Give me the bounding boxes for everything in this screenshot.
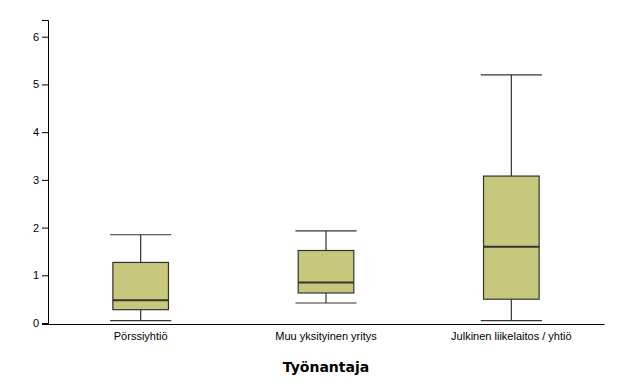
y-axis-line bbox=[42, 21, 49, 325]
cap-high bbox=[481, 74, 542, 75]
y-tick: 1 bbox=[33, 269, 48, 281]
box-group bbox=[481, 75, 542, 321]
y-tick: 4 bbox=[33, 126, 48, 138]
cap-high bbox=[110, 234, 171, 235]
box bbox=[484, 176, 540, 299]
y-tick-mark bbox=[42, 228, 48, 229]
x-axis-line bbox=[49, 324, 605, 325]
y-tick-label: 3 bbox=[33, 174, 39, 186]
box bbox=[113, 262, 169, 309]
whisker-high bbox=[325, 231, 326, 251]
chart: 0 1 2 3 4 5 6 Pörssiyhtiö Muu yksityinen yritys J… bbox=[0, 0, 624, 386]
box bbox=[298, 251, 354, 293]
y-tick: 2 bbox=[33, 222, 48, 234]
y-tick-mark bbox=[42, 180, 48, 181]
y-tick: 0 bbox=[33, 317, 48, 329]
boxes bbox=[110, 75, 542, 321]
x-tick-label: Muu yksityinen yritys bbox=[275, 330, 377, 342]
y-tick-label: 2 bbox=[33, 222, 39, 234]
whisker-high bbox=[140, 235, 141, 263]
cap-low bbox=[295, 302, 356, 303]
y-tick-mark bbox=[42, 37, 48, 38]
whisker-low bbox=[325, 293, 326, 303]
x-tick: Pörssiyhtiö bbox=[114, 330, 168, 342]
cap-low bbox=[110, 320, 171, 321]
x-tick: Muu yksityinen yritys bbox=[275, 330, 377, 342]
y-tick-mark bbox=[42, 84, 48, 85]
y-axis: 0 1 2 3 4 5 6 bbox=[33, 21, 49, 330]
y-tick-label: 4 bbox=[33, 126, 39, 138]
cap-high bbox=[295, 230, 356, 231]
median bbox=[298, 281, 354, 283]
y-tick-mark bbox=[42, 132, 48, 133]
y-tick-mark bbox=[42, 275, 48, 276]
y-tick: 5 bbox=[33, 78, 48, 90]
x-tick-label: Julkinen liikelaitos / yhtiö bbox=[451, 330, 571, 342]
x-tick-label: Pörssiyhtiö bbox=[114, 330, 168, 342]
whisker-high bbox=[511, 75, 512, 176]
box-group bbox=[110, 235, 171, 321]
x-tick: Julkinen liikelaitos / yhtiö bbox=[451, 330, 571, 342]
median bbox=[113, 299, 169, 301]
x-axis: Pörssiyhtiö Muu yksityinen yritys Julkinen… bbox=[49, 325, 605, 342]
y-tick-label: 5 bbox=[33, 78, 39, 90]
y-tick: 6 bbox=[33, 31, 48, 43]
y-tick-mark bbox=[42, 323, 48, 324]
median bbox=[484, 246, 540, 248]
whisker-low bbox=[511, 299, 512, 320]
y-tick: 3 bbox=[33, 174, 48, 186]
plot-area: 0 1 2 3 4 5 6 Pörssiyhtiö Muu yksityinen yritys J… bbox=[33, 21, 605, 342]
box-group bbox=[295, 231, 356, 303]
cap-low bbox=[481, 320, 542, 321]
y-tick-label: 1 bbox=[33, 269, 39, 281]
x-axis-title: Työnantaja bbox=[283, 359, 369, 375]
y-tick-label: 0 bbox=[33, 317, 39, 329]
y-tick-label: 6 bbox=[33, 31, 39, 43]
whisker-low bbox=[140, 310, 141, 321]
